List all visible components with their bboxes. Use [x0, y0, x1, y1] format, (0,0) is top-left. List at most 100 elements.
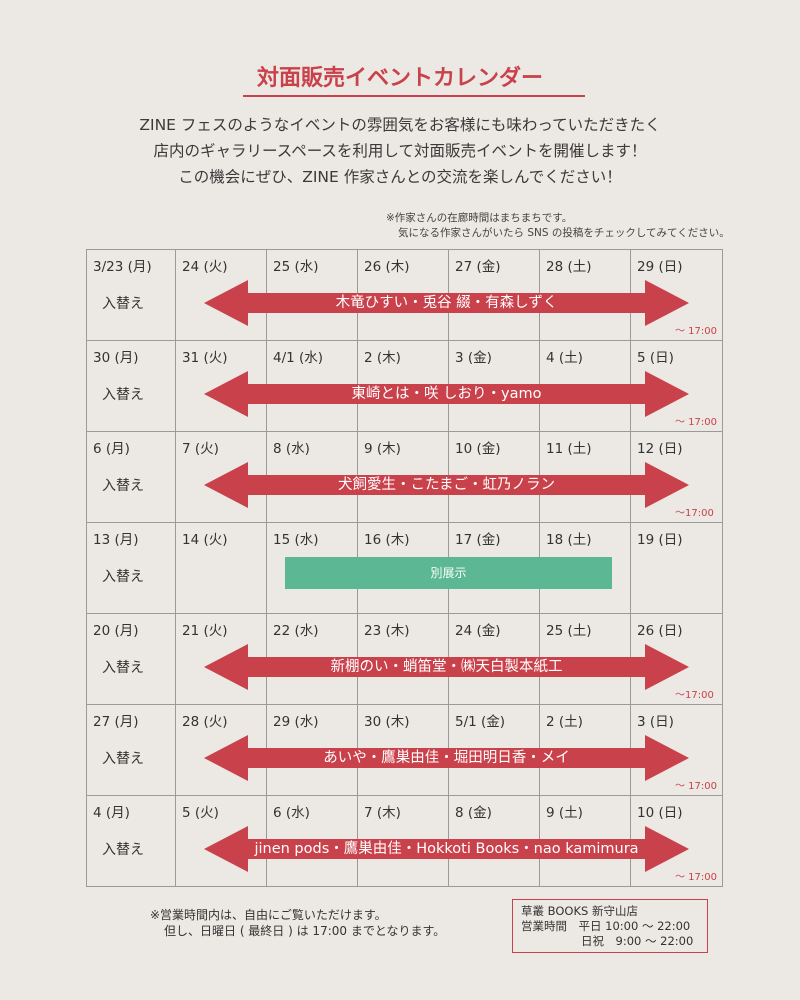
day-label: 4 (土) [546, 350, 583, 366]
day-label: 5 (火) [182, 805, 219, 821]
intro-line: この機会にぜひ、ZINE 作家さんとの交流を楽しんでください！ [178, 168, 622, 186]
event-arrow: 東崎とは・咲 しおり・yamo [204, 371, 689, 417]
day-label: 13 (月) [93, 532, 139, 548]
day-label: 29 (日) [637, 259, 683, 275]
arrow-body [204, 735, 689, 781]
day-label: 5/1 (金) [455, 714, 506, 730]
calendar-week: 4 (月) 5 (火) 6 (水) 7 (木) 8 (金) 9 (土) 10 (日) [87, 796, 724, 887]
event-arrow: 犬飼愛生・こたまご・虹乃ノラン [204, 462, 689, 508]
calendar-day-cell: 12 (日) [631, 432, 723, 523]
calendar-week: 13 (月) 14 (火) 15 (水) 16 (木) 17 (金) 18 (土) 19 (… [87, 523, 724, 614]
double-arrow-shape [204, 735, 689, 781]
day-label: 8 (水) [273, 441, 310, 457]
calendar-day-cell: 3/23 (月) [87, 250, 176, 341]
calendar-day-cell: 13 (月) [87, 523, 176, 614]
day-label: 3/23 (月) [93, 259, 152, 275]
day-label: 3 (日) [637, 714, 674, 730]
event-participants: 木竜ひすい・兎谷 綴・有森しずく [335, 295, 558, 311]
day-label: 26 (木) [364, 259, 410, 275]
store-hours-weekday: 営業時間 平日 10:00 ～ 22:00 [521, 919, 707, 934]
title-underline [243, 95, 585, 97]
day-label: 9 (木) [364, 441, 401, 457]
day-label: 5 (日) [637, 350, 674, 366]
day-label: 3 (金) [455, 350, 492, 366]
intro-line: 店内のギャラリースペースを利用して対面販売イベントを開催します！ [153, 142, 647, 160]
calendar-day-cell: 18 (土) [540, 523, 631, 614]
note-line: ※作家さんの在廊時間はまちまちです。 [386, 212, 573, 224]
closing-time: ～ 17:00 [675, 417, 717, 428]
weekday-hours: 平日 10:00 ～ 22:00 [578, 919, 691, 933]
calendar-day-cell: 29 (日) [631, 250, 723, 341]
day-label: 17 (金) [455, 532, 501, 548]
event-arrow: 木竜ひすい・兎谷 綴・有森しずく [204, 280, 689, 326]
event-arrow: 新棚のい・蛸笛堂・㈱天白製本紙工 [204, 644, 689, 690]
day-label: 27 (金) [455, 259, 501, 275]
swap-label: 入替え [102, 751, 144, 767]
footer-note-line: ※営業時間内は、自由にご覧いただけます。 [150, 908, 387, 922]
event-participants: 東崎とは・咲 しおり・yamo [351, 386, 542, 402]
holiday-hours: 日祝 9:00 ～ 22:00 [581, 934, 694, 948]
intro-text: ZINE フェスのようなイベントの雰囲気をお客様にも味わっていただきたく 店内の… [0, 112, 800, 190]
event-participants: 犬飼愛生・こたまご・虹乃ノラン [337, 477, 556, 493]
page-title: 対面販売イベントカレンダー [256, 66, 543, 91]
day-label: 23 (木) [364, 623, 410, 639]
day-label: 27 (月) [93, 714, 139, 730]
calendar-week: 6 (月) 7 (火) 8 (水) 9 (木) 10 (金) 11 (土) 12 (日) [87, 432, 724, 523]
day-label: 8 (金) [455, 805, 492, 821]
closing-time: ～ 17:00 [675, 872, 717, 883]
day-label: 16 (木) [364, 532, 410, 548]
other-exhibit-bar: 別展示 [285, 557, 612, 589]
arrow-body [204, 280, 689, 326]
day-label: 2 (木) [364, 350, 401, 366]
calendar-day-cell: 4 (月) [87, 796, 176, 887]
day-label: 12 (日) [637, 441, 683, 457]
event-arrow: あいや・鷹巣由佳・堀田明日香・メイ [204, 735, 689, 781]
day-label: 18 (土) [546, 532, 592, 548]
day-label: 14 (火) [182, 532, 228, 548]
event-arrow: jinen pods・鷹巣由佳・Hokkoti Books・nao kamimu… [204, 826, 689, 872]
calendar-day-cell: 10 (日) [631, 796, 723, 887]
day-label: 10 (金) [455, 441, 501, 457]
day-label: 7 (木) [364, 805, 401, 821]
day-label: 4/1 (水) [273, 350, 324, 366]
day-label: 6 (月) [93, 441, 130, 457]
business-hours-note: ※営業時間内は、自由にご覧いただけます。 但し、日曜日 ( 最終日 ) は 17… [150, 907, 445, 939]
calendar-week: 20 (月) 21 (火) 22 (水) 23 (木) 24 (金) 25 (土) 26 (… [87, 614, 724, 705]
arrow-body [204, 826, 689, 872]
calendar-day-cell: 3 (日) [631, 705, 723, 796]
swap-label: 入替え [102, 660, 144, 676]
store-name: 草叢 BOOKS 新守山店 [521, 904, 638, 918]
arrow-body [204, 644, 689, 690]
swap-label: 入替え [102, 478, 144, 494]
closing-time: ～ 17:00 [675, 781, 717, 792]
hours-label: 営業時間 [521, 919, 567, 933]
note-line: 気になる作家さんがいたら SNS の投稿をチェックしてみてください。 [398, 227, 730, 239]
day-label: 10 (日) [637, 805, 683, 821]
event-participants: jinen pods・鷹巣由佳・Hokkoti Books・nao kamimu… [254, 841, 639, 857]
day-label: 26 (日) [637, 623, 683, 639]
footer-note-line: 但し、日曜日 ( 最終日 ) は 17:00 までとなります。 [164, 924, 446, 938]
double-arrow-shape [204, 462, 689, 508]
day-label: 2 (土) [546, 714, 583, 730]
event-participants: あいや・鷹巣由佳・堀田明日香・メイ [323, 750, 570, 766]
day-label: 6 (水) [273, 805, 310, 821]
day-label: 11 (土) [546, 441, 592, 457]
calendar-day-cell: 14 (火) [176, 523, 267, 614]
calendar-day-cell: 19 (日) [631, 523, 723, 614]
swap-label: 入替え [102, 387, 144, 403]
day-label: 24 (火) [182, 259, 228, 275]
event-participants: 新棚のい・蛸笛堂・㈱天白製本紙工 [330, 659, 563, 675]
store-info-box: 草叢 BOOKS 新守山店 営業時間 平日 10:00 ～ 22:00 日祝 9… [512, 899, 708, 953]
arrow-body [204, 371, 689, 417]
day-label: 31 (火) [182, 350, 228, 366]
calendar-day-cell: 27 (月) [87, 705, 176, 796]
attendance-note: ※作家さんの在廊時間はまちまちです。 気になる作家さんがいたら SNS の投稿を… [386, 211, 730, 241]
double-arrow-shape [204, 644, 689, 690]
day-label: 25 (土) [546, 623, 592, 639]
day-label: 28 (土) [546, 259, 592, 275]
day-label: 24 (金) [455, 623, 501, 639]
calendar-day-cell: 26 (日) [631, 614, 723, 705]
day-label: 21 (火) [182, 623, 228, 639]
calendar-day-cell: 30 (月) [87, 341, 176, 432]
day-label: 30 (月) [93, 350, 139, 366]
